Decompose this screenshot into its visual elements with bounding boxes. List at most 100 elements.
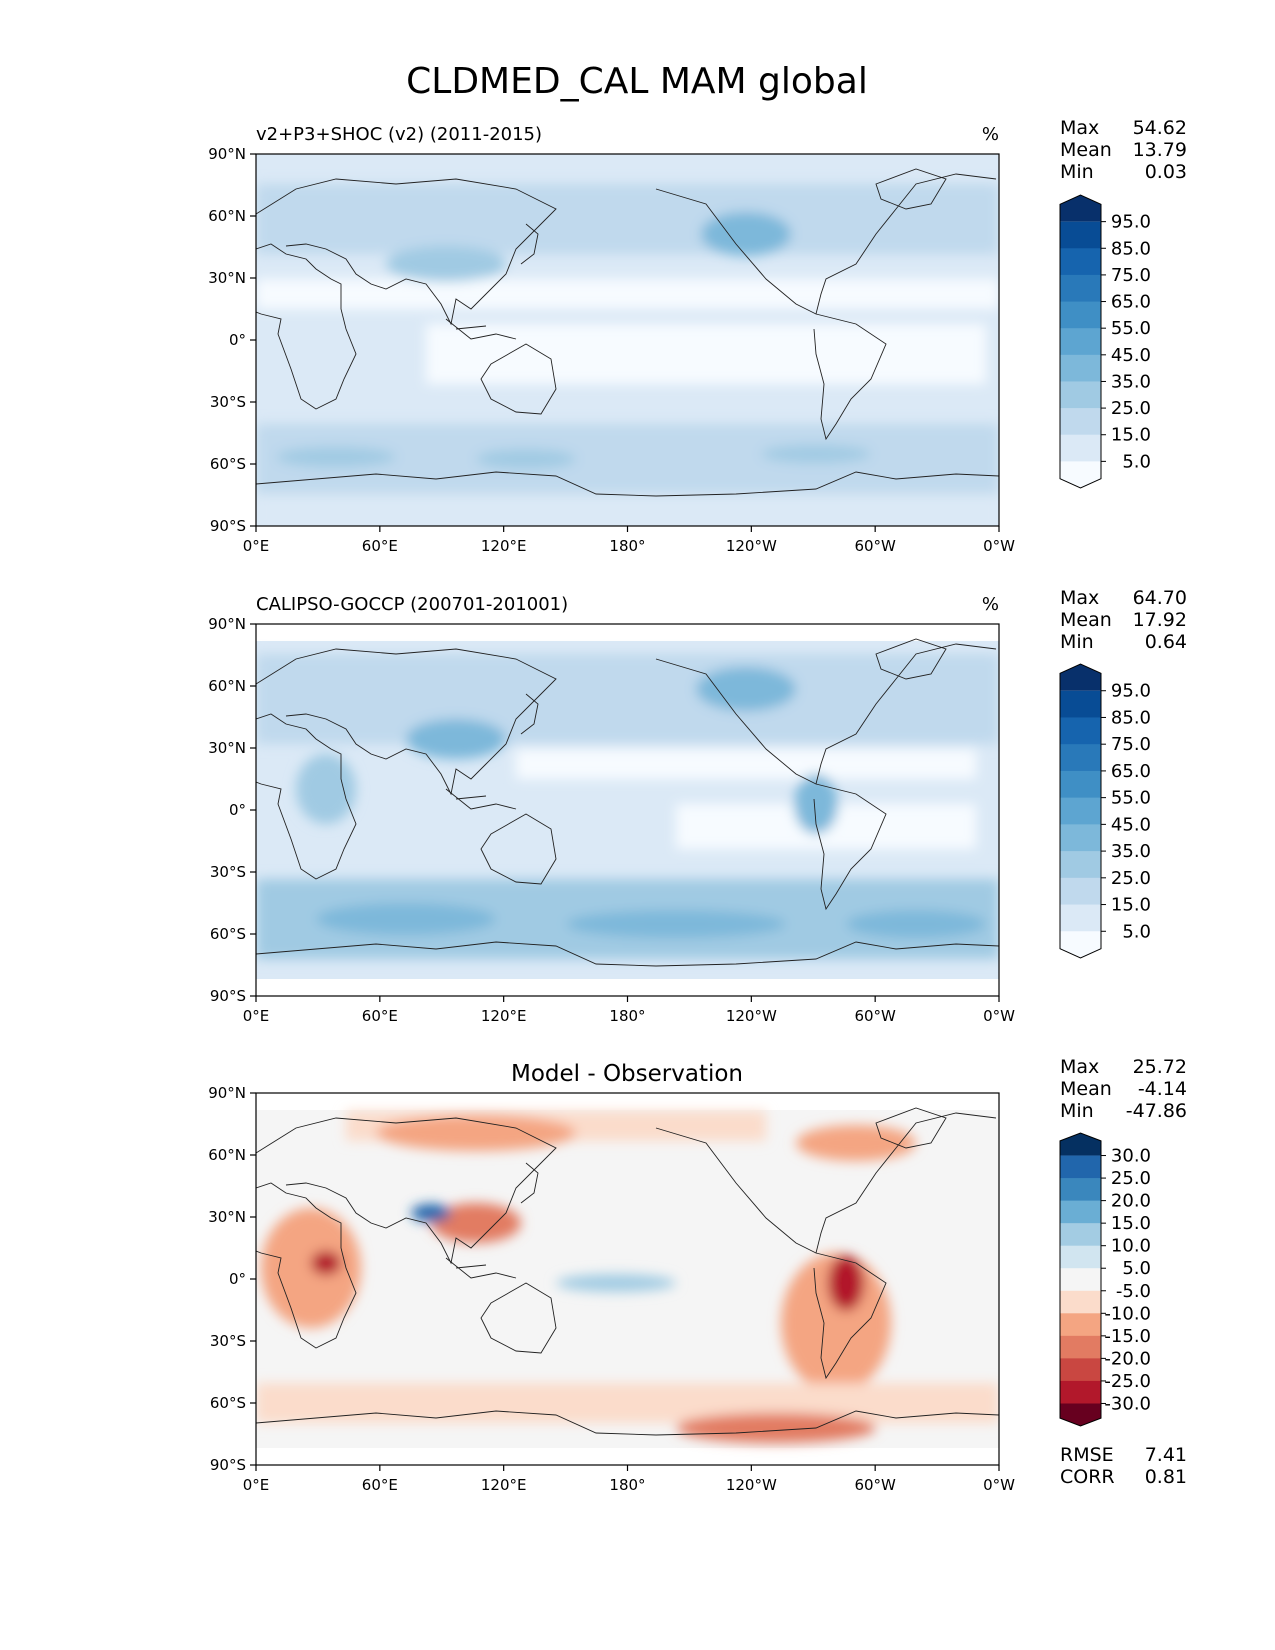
colorbar-segment — [1060, 328, 1101, 356]
colorbar-segment — [1060, 1290, 1101, 1314]
patch-tibet — [386, 246, 506, 282]
lat-axis: 90°N 60°N 30°N 0° 30°S 60°S 90°S — [208, 1084, 256, 1474]
patch-tibet-blue — [411, 1204, 451, 1222]
colorbar-segment — [1060, 851, 1101, 879]
patch-africa-core — [311, 1251, 341, 1275]
map-field — [256, 154, 999, 526]
colorbar-segment — [1060, 1245, 1101, 1269]
panel-units: % — [982, 594, 999, 615]
lon-tick-label: 120°E — [481, 1476, 527, 1494]
colorbar-label: 55.0 — [1111, 318, 1151, 339]
stat-min-label: Min — [1060, 631, 1094, 653]
colorbar-segment — [1060, 797, 1101, 825]
colorbar-outline — [1059, 194, 1102, 489]
stat-mean-value: 13.79 — [1133, 139, 1187, 161]
colorbar-label: 25.0 — [1111, 398, 1151, 419]
field-shading — [256, 184, 999, 526]
stat-min-value: 0.64 — [1145, 631, 1187, 653]
colorbar-label: 65.0 — [1111, 292, 1151, 313]
lon-tick-label: 0°W — [983, 1007, 1015, 1025]
patch-so-3 — [846, 910, 986, 938]
lat-tick-label: 60°S — [210, 1394, 246, 1412]
patch-siberia — [376, 1115, 576, 1151]
stat-rmse-label: RMSE — [1060, 1444, 1114, 1466]
colorbar-label: -5.0 — [1116, 1281, 1151, 1302]
colorbar-label: 10.0 — [1111, 1236, 1151, 1257]
coast-eurasia — [256, 648, 557, 796]
lat-tick-label: 60°N — [208, 1146, 246, 1164]
colorbar-segment — [1060, 770, 1101, 799]
colorbar-segment — [1060, 904, 1101, 932]
coast-japan — [520, 693, 539, 735]
stat-mean-label: Mean — [1060, 1078, 1112, 1100]
band-subtropic-north — [516, 749, 976, 779]
coast-indonesia — [445, 1257, 517, 1279]
band-southern-ocean — [256, 424, 999, 504]
lat-tick-label: 0° — [229, 331, 246, 349]
lat-tick-label: 90°N — [208, 615, 246, 633]
colorbar-label: -15.0 — [1104, 1326, 1151, 1347]
colorbar-segment — [1060, 381, 1101, 409]
lat-axis: 90°N 60°N 30°N 0° 30°S 60°S 90°S — [208, 145, 256, 535]
lat-tick-label: 90°S — [210, 987, 246, 1005]
colorbar-label: 95.0 — [1111, 212, 1151, 233]
lon-tick-label: 180° — [609, 1476, 645, 1494]
coast-africa-europe — [256, 713, 357, 880]
panel-left-title: CALIPSO-GOCCP (200701-201001) — [256, 594, 568, 615]
coast-eurasia — [256, 178, 557, 326]
figure-title: CLDMED_CAL MAM global — [406, 61, 868, 102]
coast-antarctica — [256, 471, 999, 497]
coast-north-america — [655, 173, 997, 315]
stats-reference: Max 64.70 Mean 17.92 Min 0.64 — [1060, 587, 1187, 653]
colorbar-label: 30.0 — [1111, 1146, 1151, 1167]
colorbar-segment — [1060, 1178, 1101, 1202]
lon-axis: 0°E 60°E 120°E 180° 120°W 60°W 0°W — [243, 526, 1015, 555]
coast-antarctica — [256, 1410, 999, 1436]
coast-indonesia — [445, 788, 517, 810]
patch-andes-core — [828, 1255, 864, 1311]
patch-antarctic — [676, 1413, 876, 1443]
panel-left-title: v2+P3+SHOC (v2) (2011-2015) — [256, 124, 542, 145]
colorbar-label: 75.0 — [1111, 265, 1151, 286]
patch-so-1 — [316, 903, 496, 935]
stat-mean-label: Mean — [1060, 609, 1112, 631]
stat-mean-value: 17.92 — [1133, 609, 1187, 631]
colorbar-label: 55.0 — [1111, 788, 1151, 809]
colorbar-label: 35.0 — [1111, 371, 1151, 392]
stat-max-label: Max — [1060, 587, 1099, 609]
colorbar-label: -25.0 — [1104, 1371, 1151, 1392]
colorbar-segment — [1060, 221, 1101, 249]
stat-min-value: -47.86 — [1126, 1100, 1187, 1122]
coast-australia — [480, 343, 557, 415]
patch-so-2 — [566, 910, 786, 938]
coast-eurasia — [256, 1117, 557, 1265]
lon-tick-label: 120°W — [726, 1476, 777, 1494]
lat-tick-label: 30°S — [210, 863, 246, 881]
colorbar-label: 15.0 — [1111, 895, 1151, 916]
lat-tick-label: 60°S — [210, 455, 246, 473]
colorbar-segment — [1060, 1335, 1101, 1359]
stat-max-value: 25.72 — [1133, 1056, 1187, 1078]
lon-tick-label: 60°E — [362, 1476, 398, 1494]
colorbar-segment — [1060, 877, 1101, 906]
coast-south-america — [813, 313, 887, 441]
colorbar-label: 15.0 — [1111, 1213, 1151, 1234]
band-subtropic-north — [256, 279, 999, 309]
map-field — [256, 624, 999, 996]
panel-center-title: Model - Observation — [511, 1061, 743, 1087]
coast-australia — [480, 1282, 557, 1354]
colorbar-segment — [1060, 1358, 1101, 1382]
colorbar-segment — [1060, 690, 1101, 718]
lon-tick-label: 0°W — [983, 537, 1015, 555]
lon-tick-label: 0°E — [243, 537, 270, 555]
colorbar-label: 25.0 — [1111, 1168, 1151, 1189]
stat-max-value: 54.62 — [1133, 117, 1187, 139]
patch-tibet — [406, 719, 506, 759]
colorbar-label: 5.0 — [1122, 1258, 1151, 1279]
stat-max-value: 64.70 — [1133, 587, 1187, 609]
coast-north-america — [655, 643, 997, 785]
panel-difference: Model - Observation — [208, 1061, 1015, 1494]
stats-difference: Max 25.72 Mean -4.14 Min -47.86 RMSE 7.4… — [1060, 1056, 1187, 1488]
stat-corr-value: 0.81 — [1145, 1466, 1187, 1488]
